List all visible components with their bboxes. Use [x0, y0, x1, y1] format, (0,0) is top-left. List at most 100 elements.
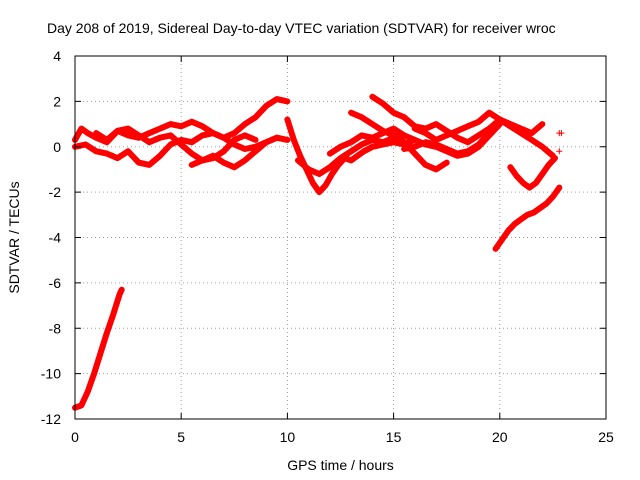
series-mid-track-b — [348, 109, 450, 173]
data-point — [220, 139, 236, 155]
data-point — [135, 159, 150, 168]
series-isolated — [556, 130, 565, 155]
x-tick-label: 15 — [386, 429, 402, 445]
data-point — [464, 143, 479, 155]
data-point — [454, 124, 469, 134]
data-point — [329, 164, 340, 177]
data-point — [498, 230, 510, 243]
data-point — [114, 150, 129, 162]
data-point — [411, 140, 426, 150]
data-point — [116, 288, 124, 298]
data-point — [335, 157, 346, 168]
data-point — [157, 122, 171, 132]
data-point — [511, 217, 522, 227]
data-point — [241, 132, 256, 142]
data-point — [433, 161, 447, 173]
data-point — [231, 141, 246, 151]
data-point — [188, 158, 203, 168]
data-point — [530, 206, 541, 216]
y-tick-label: 2 — [53, 93, 61, 109]
data-point — [263, 135, 278, 146]
data-point — [178, 141, 193, 155]
x-tick-label: 25 — [598, 429, 614, 445]
data-point — [369, 121, 384, 133]
series-late-track-2 — [411, 109, 514, 143]
data-point — [103, 150, 118, 160]
data-point — [167, 132, 183, 146]
data-point — [443, 146, 458, 156]
data-point — [464, 134, 479, 146]
data-point — [146, 154, 161, 168]
data-point — [422, 139, 437, 147]
x-tick-label: 10 — [280, 429, 296, 445]
x-tick-label: 20 — [492, 429, 508, 445]
y-tick-label: -12 — [41, 411, 61, 427]
data-point — [556, 148, 563, 155]
data-point — [220, 159, 235, 169]
y-tick-label: -4 — [49, 230, 62, 246]
data-point — [380, 127, 394, 138]
data-point — [348, 109, 363, 120]
data-point — [273, 96, 288, 104]
data-point — [93, 148, 108, 156]
data-point — [411, 150, 427, 166]
data-point — [241, 150, 257, 164]
data-point — [309, 180, 321, 193]
data-point — [380, 135, 394, 146]
data-point — [178, 136, 193, 145]
data-point — [82, 141, 97, 153]
data-point — [411, 125, 426, 135]
data-point — [360, 145, 373, 155]
data-point — [326, 156, 342, 171]
data-point — [454, 134, 469, 145]
data-point — [322, 173, 334, 189]
data-point — [110, 294, 122, 318]
data-point — [422, 122, 437, 132]
data-point — [539, 164, 551, 177]
data-point — [486, 109, 501, 121]
x-tick-label: 5 — [177, 429, 185, 445]
data-point — [146, 135, 161, 146]
data-point — [348, 143, 363, 155]
data-point — [433, 141, 447, 151]
data-point — [348, 154, 359, 164]
data-point — [532, 173, 544, 186]
data-point — [475, 127, 490, 139]
data-point — [443, 129, 458, 139]
data-point — [422, 161, 437, 172]
data-point — [263, 97, 278, 109]
data-point — [401, 114, 416, 128]
data-point — [210, 152, 224, 164]
data-point — [369, 93, 384, 105]
data-point — [188, 118, 203, 129]
data-point — [390, 132, 405, 144]
data-point — [518, 130, 532, 142]
data-point — [537, 202, 548, 211]
data-point — [518, 125, 532, 135]
y-axis-label: SDTVAR / TECUs — [6, 181, 22, 293]
data-point — [358, 114, 373, 126]
data-point — [545, 157, 556, 168]
y-tick-label: -10 — [41, 366, 61, 382]
data-point — [125, 125, 140, 137]
chart-title: Day 208 of 2019, Sidereal Day-to-day VTE… — [47, 20, 556, 36]
data-point — [358, 138, 373, 148]
data-point — [518, 213, 529, 223]
data-point — [354, 149, 365, 159]
y-tick-label: 0 — [53, 139, 61, 155]
data-point — [157, 133, 171, 141]
data-point — [528, 136, 543, 148]
data-point — [380, 100, 395, 114]
data-point — [316, 165, 331, 177]
x-axis-label: GPS time / hours — [287, 457, 394, 473]
data-point — [84, 130, 97, 140]
series-dip-track-2 — [295, 134, 397, 177]
data-point — [337, 150, 352, 162]
data-point — [475, 132, 491, 148]
data-point — [539, 143, 554, 157]
data-point — [337, 140, 352, 150]
data-point — [231, 159, 246, 171]
data-point — [93, 130, 108, 142]
